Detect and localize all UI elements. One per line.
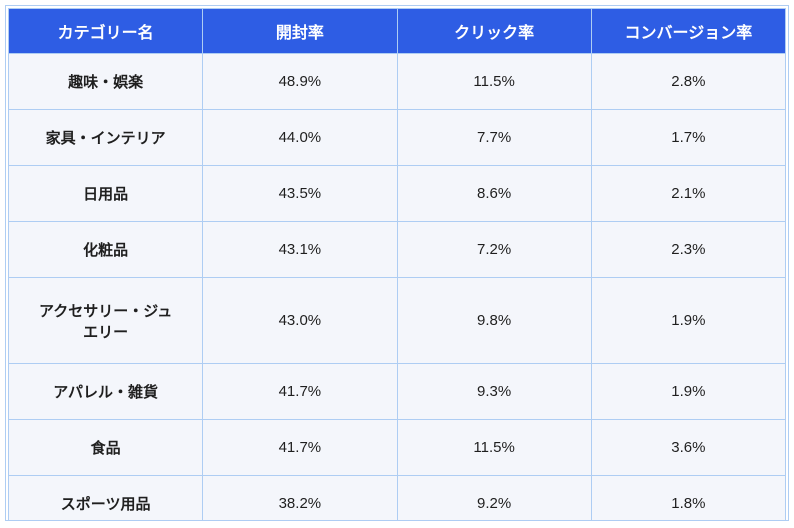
table-row: 食品 41.7% 11.5% 3.6% xyxy=(7,419,787,476)
category-cell: 化粧品 xyxy=(7,221,204,278)
table-row: スポーツ用品 38.2% 9.2% 1.8% xyxy=(7,475,787,520)
open-rate-cell: 43.1% xyxy=(202,221,398,278)
open-rate-cell: 43.0% xyxy=(202,277,398,364)
category-cell: 食品 xyxy=(7,419,204,476)
click-rate-cell: 7.7% xyxy=(396,109,592,166)
table-header: カテゴリー名 開封率 クリック率 コンバージョン率 xyxy=(7,8,787,54)
conversion-rate-cell: 1.9% xyxy=(590,277,787,364)
table-row: 趣味・娯楽 48.9% 11.5% 2.8% xyxy=(7,53,787,110)
header-row: カテゴリー名 開封率 クリック率 コンバージョン率 xyxy=(7,8,787,54)
click-rate-cell: 9.3% xyxy=(396,363,592,420)
table-row: 化粧品 43.1% 7.2% 2.3% xyxy=(7,221,787,278)
category-rates-table: カテゴリー名 開封率 クリック率 コンバージョン率 趣味・娯楽 48.9% 11.5… xyxy=(7,8,787,520)
open-rate-cell: 38.2% xyxy=(202,475,398,520)
click-rate-cell: 9.2% xyxy=(396,475,592,520)
conversion-rate-cell: 1.9% xyxy=(590,363,787,420)
category-cell: 趣味・娯楽 xyxy=(7,53,204,110)
conversion-rate-cell: 1.8% xyxy=(590,475,787,520)
conversion-rate-cell: 1.7% xyxy=(590,109,787,166)
category-cell: 家具・インテリア xyxy=(7,109,204,166)
conversion-rate-cell: 2.3% xyxy=(590,221,787,278)
category-cell: 日用品 xyxy=(7,165,204,222)
category-cell: アクセサリー・ジュエリー xyxy=(7,277,204,364)
column-header-open-rate: 開封率 xyxy=(202,8,398,54)
click-rate-cell: 7.2% xyxy=(396,221,592,278)
conversion-rate-cell: 2.1% xyxy=(590,165,787,222)
click-rate-cell: 11.5% xyxy=(396,419,592,476)
open-rate-cell: 44.0% xyxy=(202,109,398,166)
conversion-rate-cell: 2.8% xyxy=(590,53,787,110)
category-cell: アパレル・雑貨 xyxy=(7,363,204,420)
column-header-click-rate: クリック率 xyxy=(396,8,592,54)
open-rate-cell: 41.7% xyxy=(202,363,398,420)
conversion-rate-cell: 3.6% xyxy=(590,419,787,476)
category-cell: スポーツ用品 xyxy=(7,475,204,520)
click-rate-cell: 9.8% xyxy=(396,277,592,364)
column-header-category-name: カテゴリー名 xyxy=(7,8,204,54)
rates-table-container: カテゴリー名 開封率 クリック率 コンバージョン率 趣味・娯楽 48.9% 11.5… xyxy=(5,5,789,521)
column-header-conversion-rate: コンバージョン率 xyxy=(590,8,787,54)
open-rate-cell: 41.7% xyxy=(202,419,398,476)
click-rate-cell: 11.5% xyxy=(396,53,592,110)
table-body: 趣味・娯楽 48.9% 11.5% 2.8% 家具・インテリア 44.0% 7.7% 1.7%… xyxy=(7,53,787,520)
table-row: 日用品 43.5% 8.6% 2.1% xyxy=(7,165,787,222)
open-rate-cell: 48.9% xyxy=(202,53,398,110)
table-row: 家具・インテリア 44.0% 7.7% 1.7% xyxy=(7,109,787,166)
table-row: アクセサリー・ジュエリー 43.0% 9.8% 1.9% xyxy=(7,277,787,364)
click-rate-cell: 8.6% xyxy=(396,165,592,222)
table-row: アパレル・雑貨 41.7% 9.3% 1.9% xyxy=(7,363,787,420)
open-rate-cell: 43.5% xyxy=(202,165,398,222)
